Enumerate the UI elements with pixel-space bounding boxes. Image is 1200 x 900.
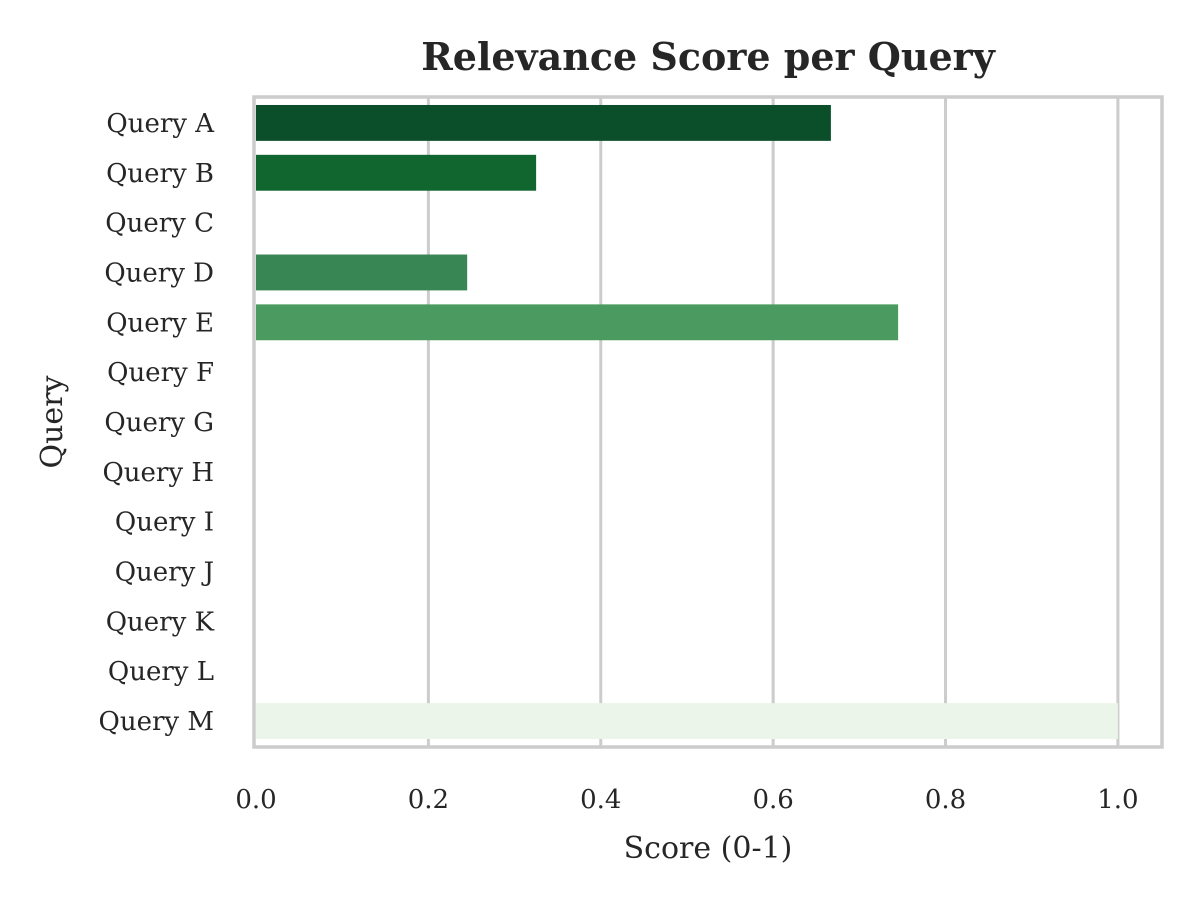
x-tick-label: 0.2 [408,785,449,815]
y-tick-label: Query I [115,508,214,538]
y-tick-label: Query M [99,707,214,737]
x-tick-labels: 0.0 0.2 0.4 0.6 0.8 1.0 [235,785,1138,815]
x-axis-label: Score (0-1) [624,831,793,866]
bar-query-m [256,703,1118,740]
x-tick-label: 0.0 [235,785,276,815]
y-tick-label: Query K [106,607,215,637]
x-tick-label: 0.6 [752,785,793,815]
y-tick-label: Query F [107,358,214,388]
y-tick-label: Query L [108,657,214,687]
y-tick-label: Query H [102,458,214,488]
x-tick-label: 1.0 [1097,785,1138,815]
y-tick-label: Query B [106,159,214,189]
y-tick-label: Query A [106,109,215,139]
y-tick-labels: Query A Query B Query C Query D Query E Query… [99,109,216,737]
gridlines [426,98,1120,746]
y-tick-label: Query J [115,558,214,588]
x-tick-label: 0.4 [580,785,621,815]
y-tick-label: Query C [105,209,214,239]
x-tick-label: 0.8 [925,785,966,815]
chart-title: Relevance Score per Query [421,34,996,79]
bar-query-e [256,304,899,341]
y-tick-label: Query G [104,408,214,438]
bar-query-b [256,154,537,191]
y-tick-label: Query D [104,258,214,288]
bar-query-d [256,254,468,291]
plot-frame [252,95,1164,749]
bar-query-a [256,104,831,141]
bars [256,104,1118,740]
y-axis-label: Query [35,375,70,468]
y-tick-label: Query E [106,308,214,338]
